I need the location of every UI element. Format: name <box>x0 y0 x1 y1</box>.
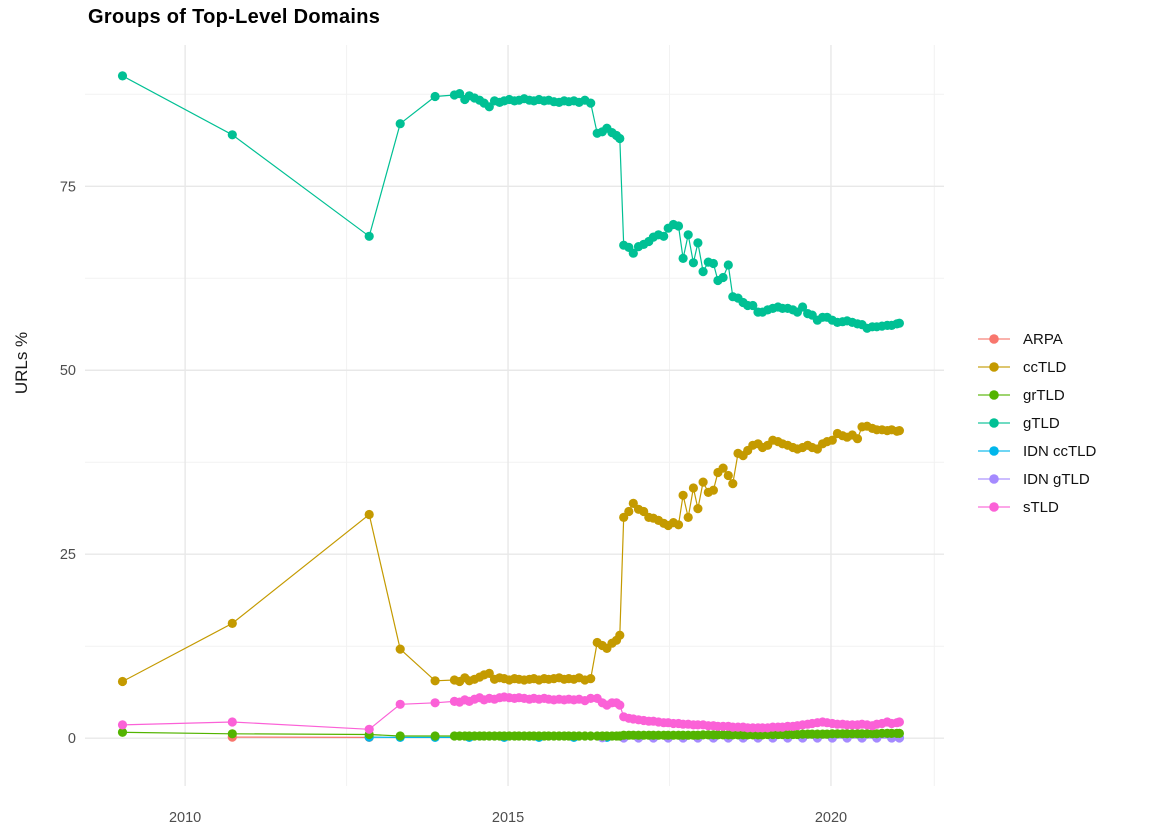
data-point-gtld <box>117 71 128 81</box>
data-point-gtld <box>693 238 703 248</box>
data-point-gtld <box>708 258 719 269</box>
legend-key-icon <box>978 390 1010 400</box>
data-point-gtld <box>723 260 733 270</box>
legend-key-icon <box>978 418 1010 428</box>
data-point-gtld <box>748 300 758 311</box>
legend-item-label: gTLD <box>1023 414 1060 432</box>
data-point-stld <box>117 720 128 730</box>
legend: ARPA ccTLD grTLD gTLD IDN ccTLD IDN gTLD sTLD <box>976 325 1096 521</box>
data-point-gtld <box>628 248 638 258</box>
data-point-grtld <box>586 731 596 741</box>
data-point-gtld <box>615 133 625 144</box>
data-point-cctld <box>688 483 699 493</box>
data-point-stld <box>615 700 625 710</box>
legend-key-icon <box>978 446 1010 456</box>
data-point-cctld <box>678 490 688 500</box>
data-point-stld <box>586 693 596 704</box>
data-point-cctld <box>673 520 684 530</box>
data-point-cctld <box>728 479 738 489</box>
data-point-cctld <box>615 630 625 640</box>
legend-item-label: ccTLD <box>1023 358 1067 376</box>
data-point-gtld <box>673 221 684 231</box>
data-point-gtld <box>659 231 669 241</box>
data-point-gtld <box>798 302 808 312</box>
data-point-grtld <box>395 731 405 741</box>
data-point-cctld <box>395 644 405 654</box>
data-point-cctld <box>364 509 374 520</box>
data-point-gtld <box>364 231 374 241</box>
data-point-gtld <box>484 102 494 112</box>
data-point-grtld <box>894 728 905 739</box>
data-point-cctld <box>894 426 905 436</box>
legend-item-gtld: gTLD <box>976 409 1096 437</box>
data-point-gtld <box>586 98 596 108</box>
data-point-cctld <box>484 668 494 679</box>
legend-key-icon <box>978 362 1010 372</box>
legend-item-stld: sTLD <box>976 493 1096 521</box>
y-axis-tick-label: 50 <box>60 363 76 379</box>
data-point-gtld <box>227 130 237 140</box>
legend-item-label: ARPA <box>1023 330 1063 348</box>
data-point-stld <box>395 699 405 709</box>
data-point-gtld <box>678 253 688 263</box>
x-axis-tick-label: 2010 <box>169 810 201 826</box>
data-point-cctld <box>683 512 693 523</box>
data-point-cctld <box>227 618 237 629</box>
data-point-cctld <box>852 434 863 444</box>
legend-key-icon <box>978 474 1010 484</box>
data-point-stld <box>430 698 440 708</box>
data-point-cctld <box>117 676 128 687</box>
plot-panel <box>85 45 944 786</box>
data-point-gtld <box>395 119 405 129</box>
data-point-cctld <box>586 674 596 684</box>
chart-title: Groups of Top-Level Domains <box>88 6 381 28</box>
data-point-gtld <box>894 318 905 328</box>
data-point-gtld <box>683 230 693 240</box>
data-point-cctld <box>723 470 733 481</box>
legend-item-idn-cctld: IDN ccTLD <box>976 437 1096 465</box>
legend-item-label: IDN ccTLD <box>1023 442 1097 460</box>
y-axis-tick-label: 25 <box>60 547 76 563</box>
x-axis-tick-label: 2020 <box>815 810 847 826</box>
data-point-cctld <box>698 477 708 487</box>
data-point-gtld <box>688 258 699 268</box>
data-point-cctld <box>718 463 728 473</box>
data-point-cctld <box>430 676 440 686</box>
data-point-grtld <box>227 729 237 739</box>
x-axis-tick-label: 2015 <box>492 810 524 826</box>
data-point-stld <box>364 724 374 734</box>
y-axis-title: URLs % <box>12 332 31 394</box>
legend-key-icon <box>978 334 1010 344</box>
legend-key-icon <box>978 502 1010 512</box>
data-point-gtld <box>430 91 440 102</box>
data-point-gtld <box>718 272 728 283</box>
data-point-gtld <box>455 89 465 99</box>
legend-item-arpa: ARPA <box>976 325 1096 353</box>
legend-item-cctld: ccTLD <box>976 353 1096 381</box>
legend-item-grtld: grTLD <box>976 381 1096 409</box>
data-point-grtld <box>117 727 128 737</box>
legend-item-label: IDN gTLD <box>1023 470 1090 488</box>
data-point-cctld <box>827 435 837 445</box>
y-axis-tick-label: 75 <box>60 179 76 195</box>
data-point-stld <box>894 717 905 727</box>
data-point-grtld <box>430 731 440 741</box>
data-point-stld <box>227 717 237 727</box>
data-point-cctld <box>708 485 719 495</box>
y-axis-tick-label: 0 <box>68 731 76 747</box>
data-point-cctld <box>628 498 638 508</box>
data-point-gtld <box>698 267 708 277</box>
legend-item-idn-gtld: IDN gTLD <box>976 465 1096 493</box>
data-point-cctld <box>693 504 703 514</box>
legend-item-label: sTLD <box>1023 498 1059 516</box>
data-point-cctld <box>624 506 634 517</box>
legend-item-label: grTLD <box>1023 386 1065 404</box>
